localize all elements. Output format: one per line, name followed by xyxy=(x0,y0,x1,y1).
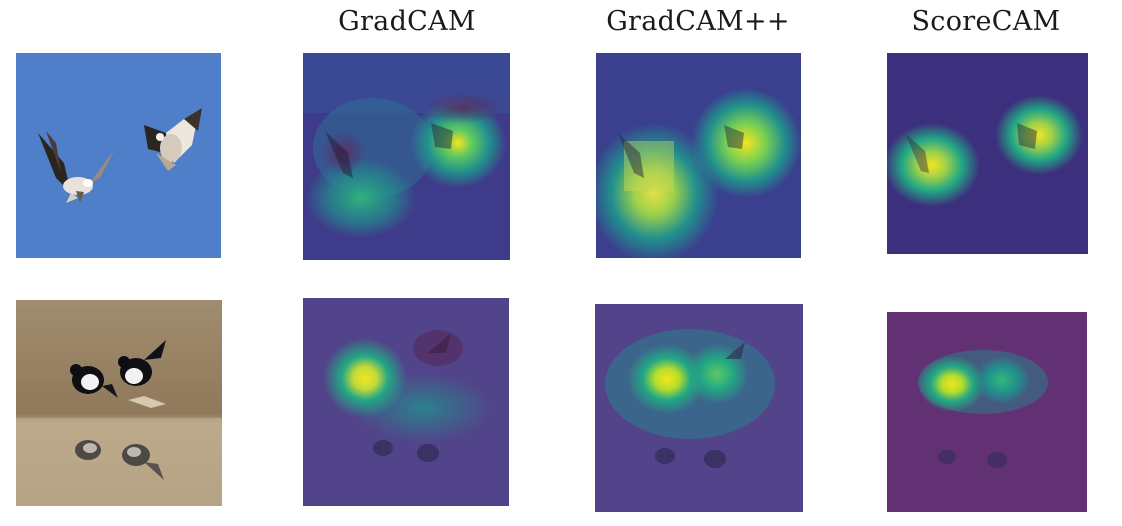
original-image-magpies-water xyxy=(16,300,222,506)
original-image-birds-sky xyxy=(16,53,221,258)
gradcam-plus-plus-heatmap-row1 xyxy=(596,53,801,258)
scorecam-heatmap-row1 xyxy=(887,53,1088,254)
scorecam-heatmap-row2 xyxy=(887,312,1087,512)
title-gradcam-plus-plus: GradCAM++ xyxy=(606,6,790,37)
gradcam-plus-plus-heatmap-row2 xyxy=(595,304,803,512)
title-gradcam: GradCAM xyxy=(338,6,476,37)
gradcam-heatmap-row1 xyxy=(303,53,510,260)
gradcam-heatmap-row2 xyxy=(303,298,509,506)
title-scorecam: ScoreCAM xyxy=(911,6,1061,37)
